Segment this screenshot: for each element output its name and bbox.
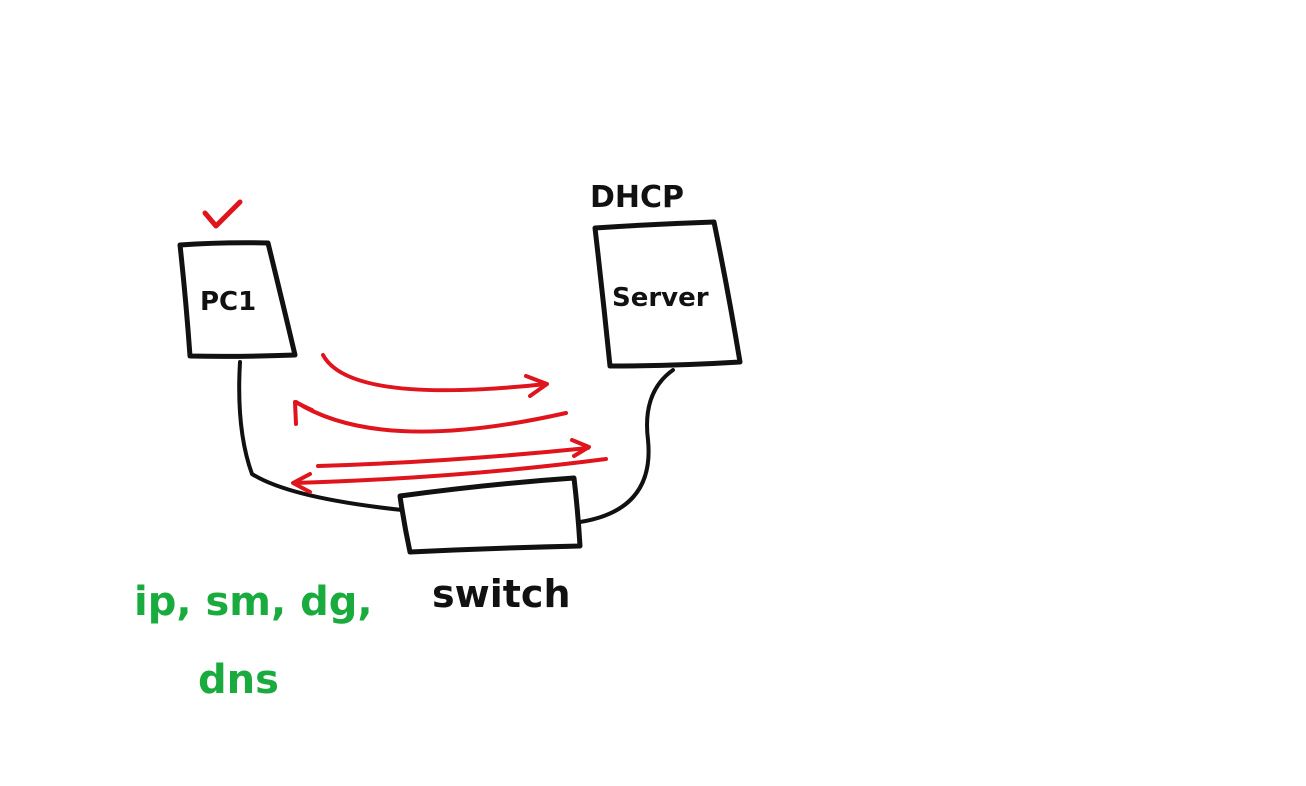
server-box — [592, 219, 743, 369]
config-line-1: ip, sm, dg, — [134, 579, 373, 625]
pc-label: PC1 — [200, 287, 256, 317]
config-notes: ip, sm, dg, dns — [134, 579, 373, 703]
pc-switch-cable — [237, 360, 404, 512]
arrow-offer-head — [293, 400, 314, 426]
switch-label: switch — [432, 572, 571, 616]
arrow-discover-head — [524, 374, 549, 398]
server-node: DHCP Server — [590, 180, 743, 369]
arrow-ack-head — [291, 472, 312, 494]
pc-box — [177, 240, 298, 359]
switch-box — [397, 475, 583, 555]
dhcp-message-arrows — [291, 353, 608, 494]
server-caption: DHCP — [590, 180, 684, 215]
config-line-2: dns — [198, 657, 279, 703]
server-label: Server — [612, 283, 709, 313]
server-switch-cable — [578, 368, 675, 524]
arrow-ack — [292, 457, 608, 485]
arrow-request-head — [570, 438, 591, 458]
check-mark-icon — [202, 199, 243, 229]
arrow-discover — [321, 353, 548, 393]
pc-node: PC1 — [177, 240, 298, 359]
switch-node: switch — [397, 475, 583, 616]
arrow-offer — [294, 400, 568, 434]
arrow-request — [316, 446, 590, 468]
